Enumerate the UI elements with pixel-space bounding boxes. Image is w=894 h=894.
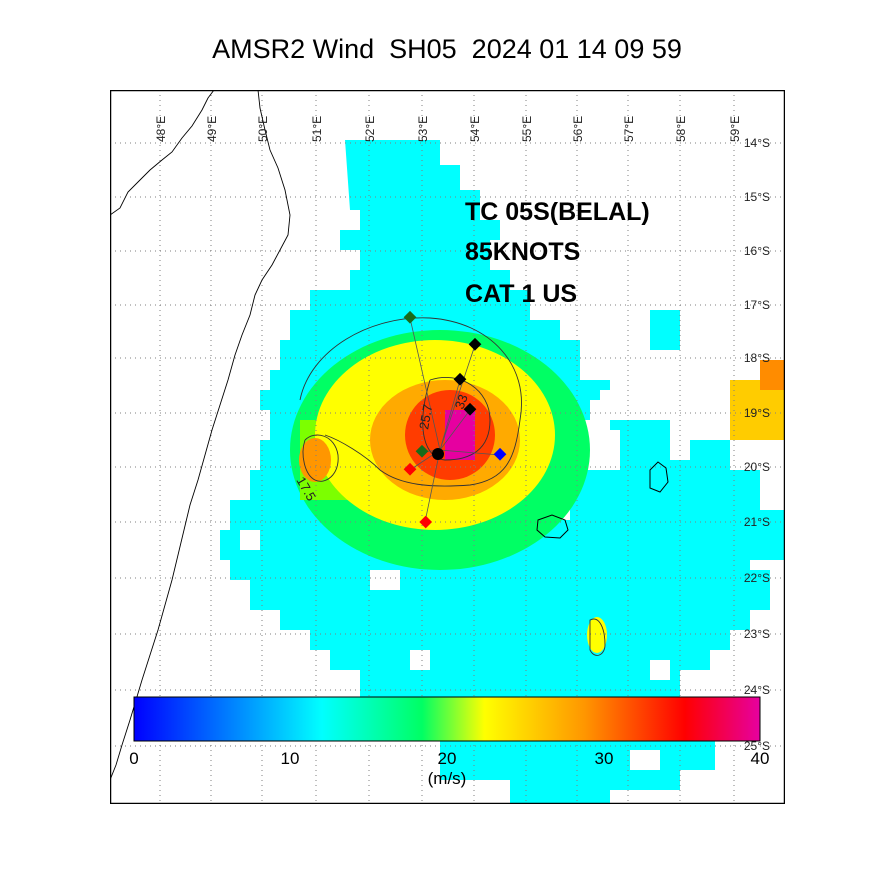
lon-label: 57°E [622, 116, 636, 142]
lat-label: 16°S [744, 244, 770, 258]
lon-label: 49°E [205, 116, 219, 142]
map-border [109, 89, 786, 805]
storm-center-marker [432, 448, 444, 460]
colorbar-tick: 30 [595, 749, 614, 768]
lon-label: 56°E [571, 116, 585, 142]
lat-label: 21°S [744, 515, 770, 529]
colorbar-unit: (m/s) [428, 769, 467, 788]
graticule [110, 90, 785, 804]
lon-label: 52°E [363, 116, 377, 142]
colorbar-gradient [133, 696, 761, 742]
lon-label: 50°E [256, 116, 270, 142]
lon-label: 54°E [468, 116, 482, 142]
annotation-line: TC 05S(BELAL) [465, 198, 650, 226]
lon-label: 53°E [416, 116, 430, 142]
contour-label: 33 [452, 392, 471, 411]
latitude-labels: 14°S 15°S 16°S 17°S 18°S 19°S 20°S 21°S … [744, 136, 770, 753]
lon-label: 55°E [520, 116, 534, 142]
wind-contours [299, 317, 606, 656]
madagascar-coastline [110, 90, 291, 781]
colorbar-tick: 20 [438, 749, 457, 768]
colorbar: 0 10 20 30 40 (m/s) [129, 696, 770, 788]
storm-annotation: TC 05S(BELAL) 85KNOTS CAT 1 US [465, 198, 650, 308]
lat-label: 18°S [744, 351, 770, 365]
wind-map: 48°E 49°E 50°E 51°E 52°E 53°E 54°E 55°E … [109, 89, 786, 805]
lat-label: 14°S [744, 136, 770, 150]
annotation-line: CAT 1 US [465, 280, 577, 308]
lat-label: 24°S [744, 683, 770, 697]
colorbar-tick: 10 [281, 749, 300, 768]
lon-label: 59°E [728, 116, 742, 142]
lon-label: 58°E [674, 116, 688, 142]
reunion-island [536, 514, 569, 539]
contour-label: 25.7 [416, 403, 435, 431]
lat-label: 15°S [744, 190, 770, 204]
lon-label: 51°E [310, 116, 324, 142]
mauritius-island [649, 461, 669, 493]
lat-label: 20°S [744, 460, 770, 474]
page-title: AMSR2 Wind SH05 2024 01 14 09 59 [212, 34, 682, 64]
longitude-labels: 48°E 49°E 50°E 51°E 52°E 53°E 54°E 55°E … [154, 116, 742, 142]
colorbar-tick: 0 [129, 749, 138, 768]
colorbar-tick: 40 [751, 749, 770, 768]
lat-label: 22°S [744, 571, 770, 585]
annotation-line: 85KNOTS [465, 238, 580, 266]
lat-label: 19°S [744, 406, 770, 420]
lat-label: 17°S [744, 298, 770, 312]
lon-label: 48°E [154, 116, 168, 142]
lat-label: 25°S [744, 739, 770, 753]
lat-label: 23°S [744, 627, 770, 641]
